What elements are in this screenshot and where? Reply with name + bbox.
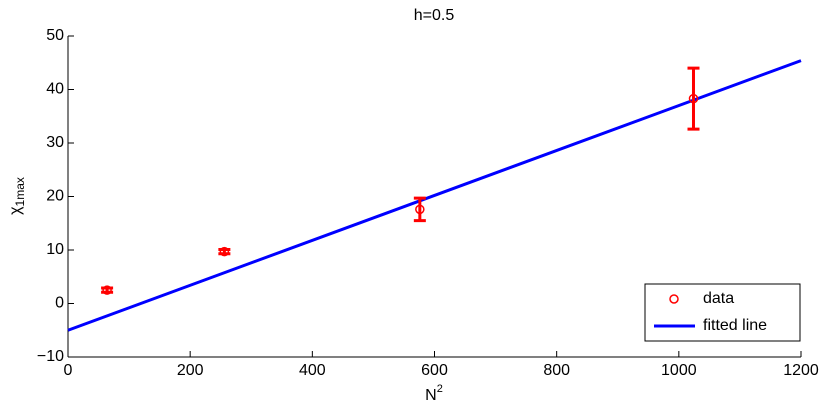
y-axis-label: χ1max bbox=[7, 177, 27, 215]
x-tick-label: 600 bbox=[421, 362, 448, 379]
legend-label: data bbox=[703, 290, 734, 307]
y-tick-label: 30 bbox=[46, 134, 64, 151]
x-tick-label: 200 bbox=[177, 362, 204, 379]
x-axis-label: N2 bbox=[425, 383, 443, 404]
x-tick-label: 0 bbox=[64, 362, 73, 379]
data-point bbox=[219, 246, 230, 257]
x-tick-label: 1200 bbox=[783, 362, 819, 379]
chart-title: h=0.5 bbox=[414, 7, 455, 24]
legend-label: fitted line bbox=[703, 317, 767, 334]
y-tick-label: 0 bbox=[55, 295, 64, 312]
y-label-sub: 1max bbox=[13, 177, 27, 206]
error-bar-line bbox=[413, 196, 426, 223]
legend-box bbox=[644, 283, 801, 342]
error-bar-line bbox=[687, 66, 700, 131]
y-tick-label: −10 bbox=[37, 348, 64, 365]
error-bar bbox=[687, 66, 700, 131]
x-tick-label: 400 bbox=[299, 362, 326, 379]
x-label-sup: 2 bbox=[437, 383, 443, 395]
x-label-base: N bbox=[425, 387, 437, 404]
error-bar bbox=[413, 196, 426, 223]
data-point bbox=[415, 204, 425, 215]
x-tick-label: 1000 bbox=[661, 362, 697, 379]
y-label-base: χ bbox=[7, 206, 24, 215]
x-tick-label: 800 bbox=[543, 362, 570, 379]
y-tick-label: 50 bbox=[46, 27, 64, 44]
legend-marker bbox=[669, 294, 679, 304]
y-tick-label: 10 bbox=[46, 241, 64, 258]
fitted-line bbox=[67, 59, 802, 332]
y-tick-label: 40 bbox=[46, 81, 64, 98]
y-tick-label: 20 bbox=[46, 188, 64, 205]
data-point bbox=[688, 93, 699, 104]
data-point bbox=[102, 285, 112, 295]
